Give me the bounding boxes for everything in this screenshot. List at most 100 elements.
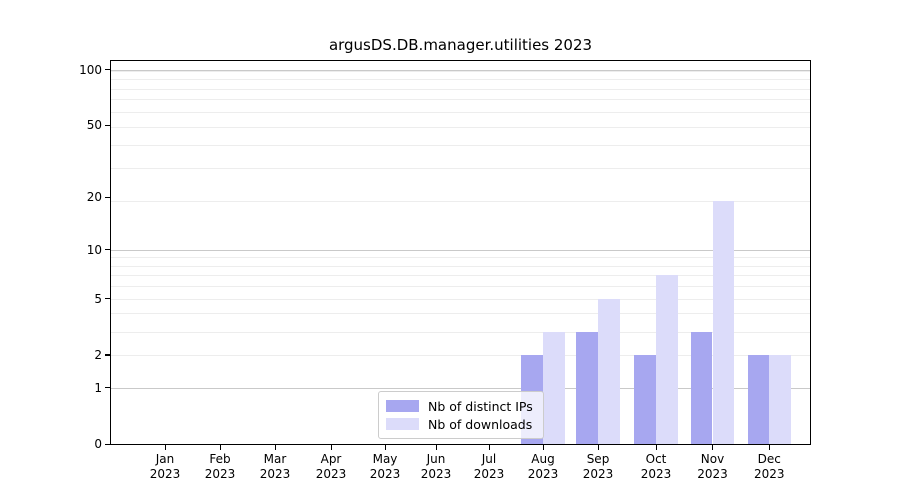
y-tick-label-5: 5 [94, 291, 102, 306]
year-label: 2023 [754, 467, 785, 481]
bar-dec-nb-of-distinct-ips [747, 354, 770, 444]
gridline-minor [111, 313, 810, 315]
x-tick-jul [488, 445, 490, 450]
x-tick-may [384, 445, 386, 450]
x-tick-label-mar: Mar 2023 [235, 452, 315, 482]
x-tick-apr [330, 445, 332, 450]
gridline-minor [111, 99, 810, 101]
y-tick-20 [105, 196, 110, 198]
year-label: 2023 [204, 467, 236, 481]
y-tick-label-0: 0 [94, 437, 102, 451]
x-tick-label-jan: Jan 2023 [125, 452, 205, 482]
x-tick-nov [712, 445, 714, 450]
gridline-minor [111, 298, 810, 300]
year-label: 2023 [149, 467, 181, 481]
y-tick-100 [105, 69, 110, 71]
y-tick-label-1: 1 [94, 380, 102, 395]
month-label: Sep [586, 452, 610, 466]
x-tick-feb [219, 445, 221, 450]
y-tick-label-2: 2 [94, 347, 102, 362]
month-label: Nov [700, 452, 725, 466]
gridline-minor [111, 286, 810, 288]
month-label: Oct [645, 452, 667, 466]
gridline-minor [111, 144, 810, 146]
x-tick-aug [542, 445, 544, 450]
x-tick-jun [435, 445, 437, 450]
x-tick-mar [274, 445, 276, 450]
gridline-minor [111, 331, 810, 333]
year-label: 2023 [259, 467, 291, 481]
x-tick-label-dec: Dec 2023 [729, 452, 809, 482]
year-label: 2023 [369, 467, 401, 481]
y-tick-0 [105, 443, 110, 445]
x-tick-label-jun: Jun 2023 [396, 452, 476, 482]
legend-label-downloads: Nb of downloads [428, 416, 533, 432]
x-tick-label-oct: Oct 2023 [616, 452, 696, 482]
gridline-minor [111, 265, 810, 267]
year-label: 2023 [527, 467, 559, 481]
x-tick-label-jul: Jul 2023 [449, 452, 529, 482]
x-tick-label-nov: Nov 2023 [673, 452, 753, 482]
legend-swatch-distinct-ips-icon [386, 400, 419, 412]
x-tick-jan [164, 445, 166, 450]
month-label: Dec [757, 452, 781, 466]
gridline-minor [111, 354, 810, 356]
gridline-major-1 [111, 387, 810, 389]
gridline-major-10 [111, 249, 810, 251]
year-label: 2023 [473, 467, 505, 481]
gridline-minor [111, 257, 810, 259]
x-tick-label-sep: Sep 2023 [558, 452, 638, 482]
chart-title: argusDS.DB.manager.utilities 2023 [328, 36, 593, 54]
legend-item-downloads: Nb of downloads [386, 416, 535, 432]
gridline-minor [111, 111, 810, 113]
y-tick-label-10: 10 [86, 242, 102, 257]
x-tick-dec [768, 445, 770, 450]
month-label: Aug [531, 452, 555, 466]
y-tick-2 [105, 354, 110, 356]
x-tick-label-may: May 2023 [345, 452, 425, 482]
legend-swatch-downloads-icon [386, 418, 419, 430]
gridline-minor [111, 79, 810, 81]
gridline-major-100 [111, 69, 810, 71]
gridline-minor [111, 168, 810, 170]
bar-oct-nb-of-downloads [656, 275, 678, 444]
bar-dec-nb-of-downloads [769, 354, 791, 444]
x-tick-oct [655, 445, 657, 450]
x-tick-label-apr: Apr 2023 [291, 452, 371, 482]
y-tick-label-50: 50 [86, 118, 102, 133]
legend-label-distinct-ips: Nb of distinct IPs [428, 398, 533, 414]
y-tick-50 [105, 124, 110, 126]
month-label: Jan [155, 452, 175, 466]
bar-sep-nb-of-downloads [598, 298, 620, 444]
bar-aug-nb-of-downloads [543, 331, 565, 444]
y-tick-label-20: 20 [86, 190, 102, 205]
x-tick-label-aug: Aug 2023 [503, 452, 583, 482]
y-tick-10 [105, 249, 110, 251]
y-tick-1 [105, 387, 110, 389]
bar-oct-nb-of-distinct-ips [634, 354, 656, 444]
year-label: 2023 [582, 467, 614, 481]
bar-nov-nb-of-downloads [712, 201, 735, 444]
y-tick-5 [105, 298, 110, 300]
year-label: 2023 [420, 467, 452, 481]
month-label: Jun [426, 452, 446, 466]
x-tick-label-feb: Feb 2023 [180, 452, 260, 482]
plot-area [110, 60, 811, 445]
y-tick-label-100: 100 [79, 62, 102, 77]
gridline-minor [111, 70, 810, 72]
bar-sep-nb-of-distinct-ips [576, 331, 598, 444]
month-label: Feb [209, 452, 231, 466]
year-label: 2023 [697, 467, 728, 481]
year-label: 2023 [315, 467, 347, 481]
legend: Nb of distinct IPs Nb of downloads [378, 391, 544, 439]
gridline-minor [111, 126, 810, 128]
legend-item-distinct-ips: Nb of distinct IPs [386, 398, 535, 414]
month-label: Jul [481, 452, 497, 466]
gridline-minor [111, 88, 810, 90]
x-tick-sep [597, 445, 599, 450]
month-label: Apr [320, 452, 342, 466]
gridline-minor [111, 275, 810, 277]
gridline-minor [111, 201, 810, 203]
month-label: May [372, 452, 398, 466]
